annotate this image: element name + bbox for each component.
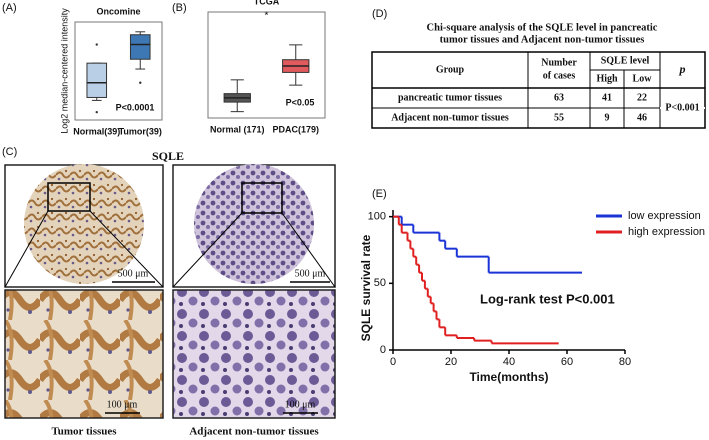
panel-label: (E): [372, 188, 387, 200]
y-tick-label: 50: [374, 277, 386, 289]
y-tick-label: 100: [368, 211, 386, 223]
scale-label: 500 μm: [118, 268, 149, 279]
table-cell: 41: [602, 92, 612, 103]
image-caption: Adjacent non-tumor tissues: [189, 426, 319, 438]
chart-title: TCGA: [254, 0, 280, 6]
table-header: Group: [436, 64, 465, 75]
x-axis-label: Time(months): [469, 370, 548, 384]
scale-label: 100 μm: [107, 399, 138, 410]
table-header: SQLE level: [601, 55, 650, 66]
scale-label: 500 μm: [295, 268, 326, 279]
ihc-images: [4, 164, 336, 419]
panel-label: (C): [2, 146, 17, 158]
x-tick-label: Normal (171): [210, 124, 265, 134]
x-tick-label: Normal(39): [73, 126, 120, 136]
panel-label: (B): [172, 2, 187, 14]
table-cell: 46: [637, 112, 647, 123]
y-tick-label: 0: [380, 344, 386, 356]
outlier: [95, 110, 98, 114]
outlier: [95, 43, 98, 46]
image-title: SQLE: [152, 149, 184, 163]
x-tick-label: 20: [445, 356, 457, 368]
table-cell: pancreatic tumor tissues: [398, 92, 502, 103]
table-cell: 9: [605, 112, 610, 123]
y-axis-label: SQLE survival rate: [359, 234, 373, 341]
chart-title: Oncomine: [96, 6, 140, 16]
image-caption: Tumor tissues: [51, 426, 117, 438]
x-tick-label: 0: [390, 356, 396, 368]
table-cell: 55: [554, 112, 564, 123]
legend-label: high expression: [628, 226, 705, 238]
table-cell: Adjacent non-tumor tissues: [391, 112, 509, 123]
box: [86, 62, 108, 98]
x-tick-label: Tumor(39): [119, 126, 162, 136]
outlier: [139, 81, 142, 84]
scale-label: 100 μm: [285, 399, 316, 410]
table-cell: 22: [637, 92, 647, 103]
panel-label: (D): [372, 8, 387, 20]
table-title: tumor tissues and Adjacent non-tumor tis…: [440, 34, 645, 45]
box: [129, 34, 151, 60]
plot-frame: [74, 21, 163, 121]
table-header: Number: [541, 57, 577, 68]
table-cell: P<0.001: [665, 102, 699, 113]
table-header: Low: [633, 73, 653, 84]
table-cell: 63: [554, 92, 564, 103]
significance-marker: *: [265, 11, 269, 22]
table-title: Chi-square analysis of the SQLE level in…: [427, 22, 658, 33]
x-tick-label: PDAC(179): [272, 124, 319, 134]
plot-frame: [207, 11, 326, 119]
table-header: High: [596, 73, 618, 84]
table-header: p: [679, 62, 686, 76]
annotation: P<0.0001: [116, 102, 155, 112]
table-frame: [371, 51, 706, 129]
x-tick-label: 60: [561, 356, 573, 368]
table-header: of cases: [543, 70, 576, 81]
x-tick-label: 80: [619, 356, 631, 368]
y-axis-label: Log2 median-centered intensity: [59, 8, 69, 134]
x-tick-label: 40: [503, 356, 515, 368]
panel-label: (A): [2, 2, 17, 14]
annotation: P<0.05: [286, 97, 315, 107]
legend-label: low expression: [628, 210, 701, 222]
annotation: Log-rank test P<0.001: [480, 291, 615, 306]
